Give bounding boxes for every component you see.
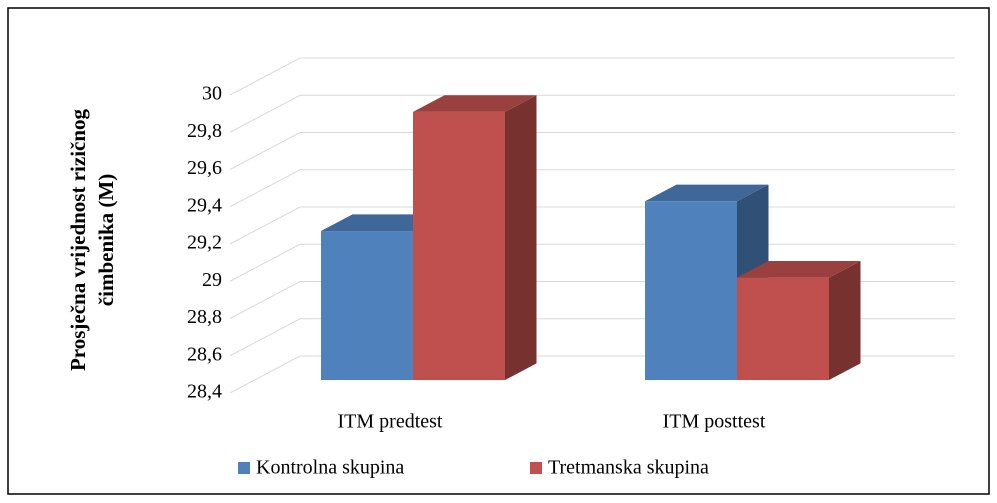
bar-top bbox=[737, 260, 861, 278]
bar bbox=[645, 201, 737, 381]
legend-label: Kontrolna skupina bbox=[256, 457, 404, 479]
grid-line bbox=[229, 169, 955, 208]
legend-swatch bbox=[238, 462, 250, 474]
x-tick-label: ITM predtest bbox=[338, 411, 443, 433]
bar-top bbox=[413, 95, 537, 112]
bar bbox=[737, 277, 829, 381]
y-tick-label: 29,8 bbox=[187, 120, 222, 142]
bar bbox=[413, 111, 505, 381]
y-tick-label: 29,4 bbox=[187, 194, 222, 216]
y-axis-label: čimbenika (M) bbox=[94, 174, 118, 306]
y-tick-label: 28,6 bbox=[187, 343, 222, 365]
y-tick-label: 29,2 bbox=[187, 232, 222, 254]
y-axis-label: Prosječna vrijednost rizičnog bbox=[66, 108, 90, 371]
bar-side bbox=[505, 95, 537, 381]
grid-line bbox=[229, 132, 955, 170]
legend-swatch bbox=[530, 462, 542, 474]
legend-label: Tretmanska skupina bbox=[548, 457, 709, 479]
y-tick-label: 28,8 bbox=[187, 306, 222, 328]
x-tick-label: ITM posttest bbox=[663, 411, 766, 433]
y-tick-label: 29,6 bbox=[187, 157, 222, 179]
y-tick-label: 28,4 bbox=[187, 381, 222, 403]
y-tick-label: 29 bbox=[202, 269, 222, 291]
grid-line bbox=[229, 57, 955, 96]
bar-side bbox=[829, 260, 861, 381]
bar bbox=[321, 231, 413, 381]
y-tick-label: 30 bbox=[202, 83, 222, 105]
bar-top bbox=[645, 184, 769, 202]
grid-line bbox=[229, 94, 955, 133]
